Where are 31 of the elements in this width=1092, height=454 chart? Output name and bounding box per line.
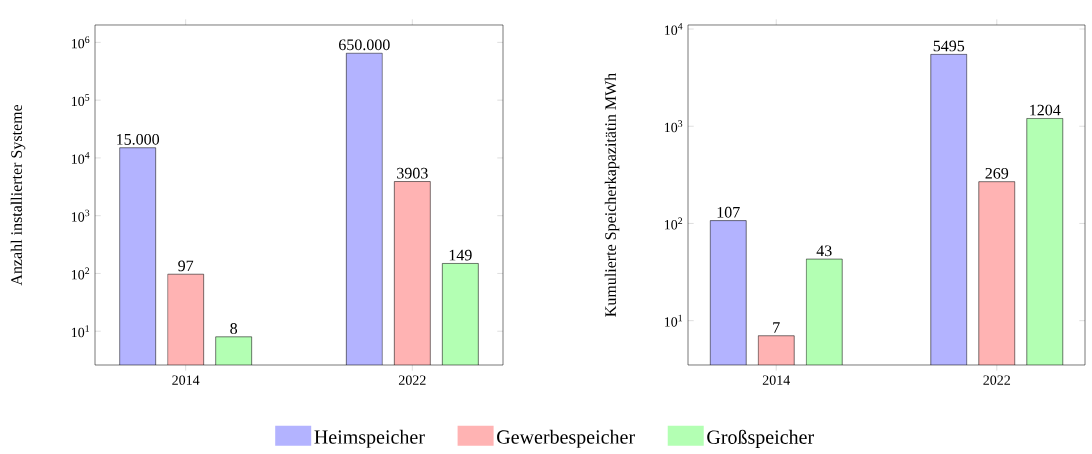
data-label: 149 (449, 249, 472, 261)
y-axis-title: Kumulierte Speicherkapazitätin MWh (604, 73, 620, 317)
data-label: 650.000 (339, 39, 390, 51)
data-label: 107 (717, 206, 740, 218)
x-tick-label: 2014 (172, 375, 200, 385)
x-tick-label: 2022 (398, 375, 426, 385)
data-label: 269 (985, 167, 1009, 179)
legend-label: Großspeicher (707, 429, 814, 448)
data-label: 8 (230, 323, 238, 334)
data-label: 1204 (1030, 104, 1061, 116)
data-label: 5495 (933, 40, 965, 52)
legend-label: Heimspeicher (314, 429, 425, 448)
legend-label: Gewerbespeicher (497, 429, 635, 448)
data-label: 7 (773, 322, 780, 333)
y-tick-label: 10$^{1}$ (664, 314, 683, 327)
x-tick-label: 2022 (983, 375, 1011, 385)
x-tick-label: 2014 (762, 375, 790, 385)
data-label: 15.000 (117, 133, 160, 145)
y-tick-label: 10$^{6}$ (71, 36, 90, 49)
y-tick-label: 10$^{5}$ (71, 94, 90, 107)
y-tick-label: 10$^{4}$ (71, 151, 90, 164)
y-tick-label: 10$^{3}$ (664, 120, 683, 133)
y-axis-title: Anzahl installierter Systeme (10, 104, 26, 286)
data-label: 97 (178, 260, 194, 272)
y-tick-label: 10$^{3}$ (71, 209, 90, 222)
y-tick-label: 10$^{1}$ (71, 325, 90, 338)
y-tick-label: 10$^{2}$ (664, 217, 683, 230)
y-tick-label: 10$^{4}$ (664, 23, 683, 35)
data-label: 3903 (397, 167, 428, 179)
data-label: 43 (816, 245, 832, 257)
y-tick-label: 10$^{2}$ (71, 267, 90, 280)
